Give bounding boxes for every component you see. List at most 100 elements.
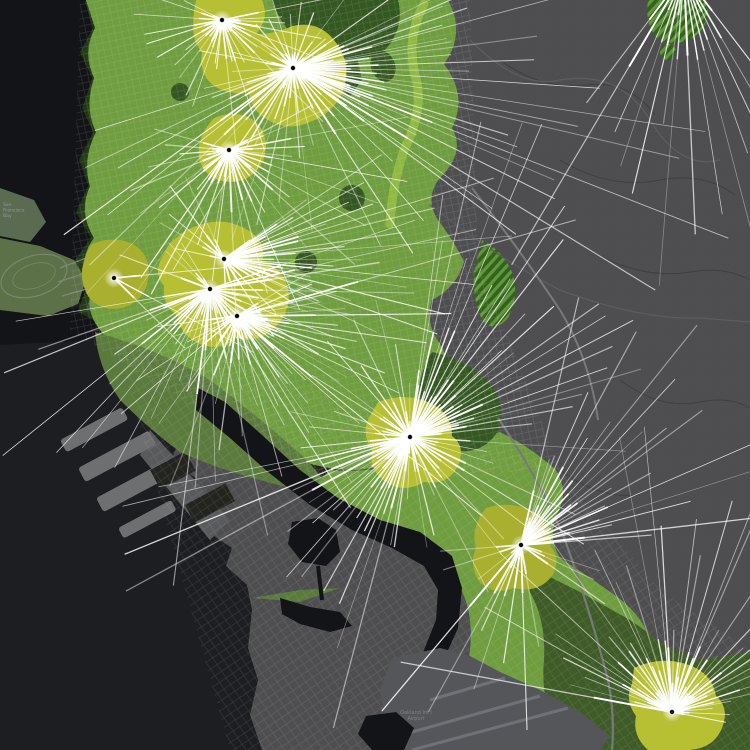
hub-dot[interactable] [406,433,413,440]
hub-dot[interactable] [218,16,225,23]
hub-7-rays [113,267,254,353]
hub-6[interactable] [227,306,247,326]
spider-ray-core [657,639,673,713]
spider-ray-core [292,46,373,69]
spider-ray [662,0,682,124]
spider-ray-core [209,264,282,290]
bay-label: San Francisco Bay [3,202,25,219]
spider-ray-core [223,67,294,136]
hill-detail [429,39,750,750]
spider-ray-core [520,493,570,546]
hub-dot[interactable] [111,274,118,281]
spider-ray-core [702,0,713,12]
spider-ray [695,0,750,114]
hub-11-rays [511,0,750,286]
spider-ray-core [593,696,673,713]
spider-ray-core [698,0,723,39]
spider-ray-core [520,506,609,546]
racetrack-field [0,238,86,316]
pier [79,431,156,482]
spider-ray [586,0,666,104]
spider-ray-core [667,0,674,11]
airport-area [358,648,610,750]
highway [471,187,599,421]
ray-lines-layer [2,0,750,731]
spider-ray-core [671,646,702,713]
spider-ray-core [660,0,677,43]
runways [397,676,569,750]
spider-ray-core [409,403,484,438]
spider-ray-core [311,436,411,491]
hub-3[interactable] [219,140,239,160]
hub-dot[interactable] [206,285,213,292]
racetrack-oval-inner [12,262,56,290]
spider-ray [703,0,750,62]
hub-dot[interactable] [669,709,676,716]
spider-ray-core [149,288,211,312]
spider-ray-core [671,659,709,713]
spider-ray-core [209,278,272,291]
spider-ray-core [223,240,299,260]
lake-channel [316,565,324,601]
spider-ray-core [690,0,705,51]
pier [119,500,176,538]
hub-dot[interactable] [220,255,227,262]
spider-ray-core [219,67,294,122]
spider-ray-core [292,67,365,122]
hub-9[interactable] [511,535,531,555]
spider-ray-core [676,0,683,60]
highway-13 [497,417,614,750]
spider-ray-core [350,436,411,450]
hub-2[interactable] [283,58,303,78]
spider-ray-core [196,288,211,394]
hub-dot[interactable] [289,65,296,72]
spider-ray-core [520,466,564,546]
spider-ray-core [409,330,456,438]
hub-dot[interactable] [225,146,232,153]
spider-ray-core [409,436,471,442]
spider-ray-core [250,67,294,140]
hub-dot[interactable] [233,312,240,319]
hill-road [469,39,721,163]
hub-7[interactable] [104,268,124,288]
pier [61,408,128,452]
spider-ray-core [684,0,689,56]
hub-4[interactable] [214,249,234,269]
hub-markers-layer [104,10,682,722]
spider-ray-core [520,480,574,546]
hub-1[interactable] [212,10,232,30]
hub-5-rays [2,219,477,586]
spider-ray-core [409,380,455,438]
hub-dot[interactable] [518,542,525,549]
spider-ray-core [141,288,211,345]
spider-ray-core [236,314,316,317]
spider-ray-core [390,436,411,509]
spider-ray-core [692,0,709,40]
spider-ray-core [666,0,679,46]
spider-ray-core [292,67,387,91]
spider-ray-core [671,651,690,713]
spider-ray-core [677,0,682,16]
spider-ray-core [223,252,296,260]
hub-5[interactable] [200,279,220,299]
spider-ray-core [409,331,435,438]
spider-ray-core [687,0,699,60]
spider-ray-core [695,0,703,13]
contour-lines [499,59,750,497]
spider-ray-core [228,137,292,151]
spider-ray-core [648,0,666,21]
park-stripes-small [660,44,676,60]
spider-ray-core [229,67,294,100]
hub-10[interactable] [662,702,682,722]
spider-ray-core [409,436,467,465]
hub-8[interactable] [400,427,420,447]
spider-ray-core [236,67,294,149]
spider-ray-core [469,544,522,607]
spider-ray-core [671,689,741,713]
spider-ray-core [409,436,465,472]
albany-point [0,188,46,242]
spider-ray-core [223,258,312,269]
spider-ray-core [617,661,673,713]
